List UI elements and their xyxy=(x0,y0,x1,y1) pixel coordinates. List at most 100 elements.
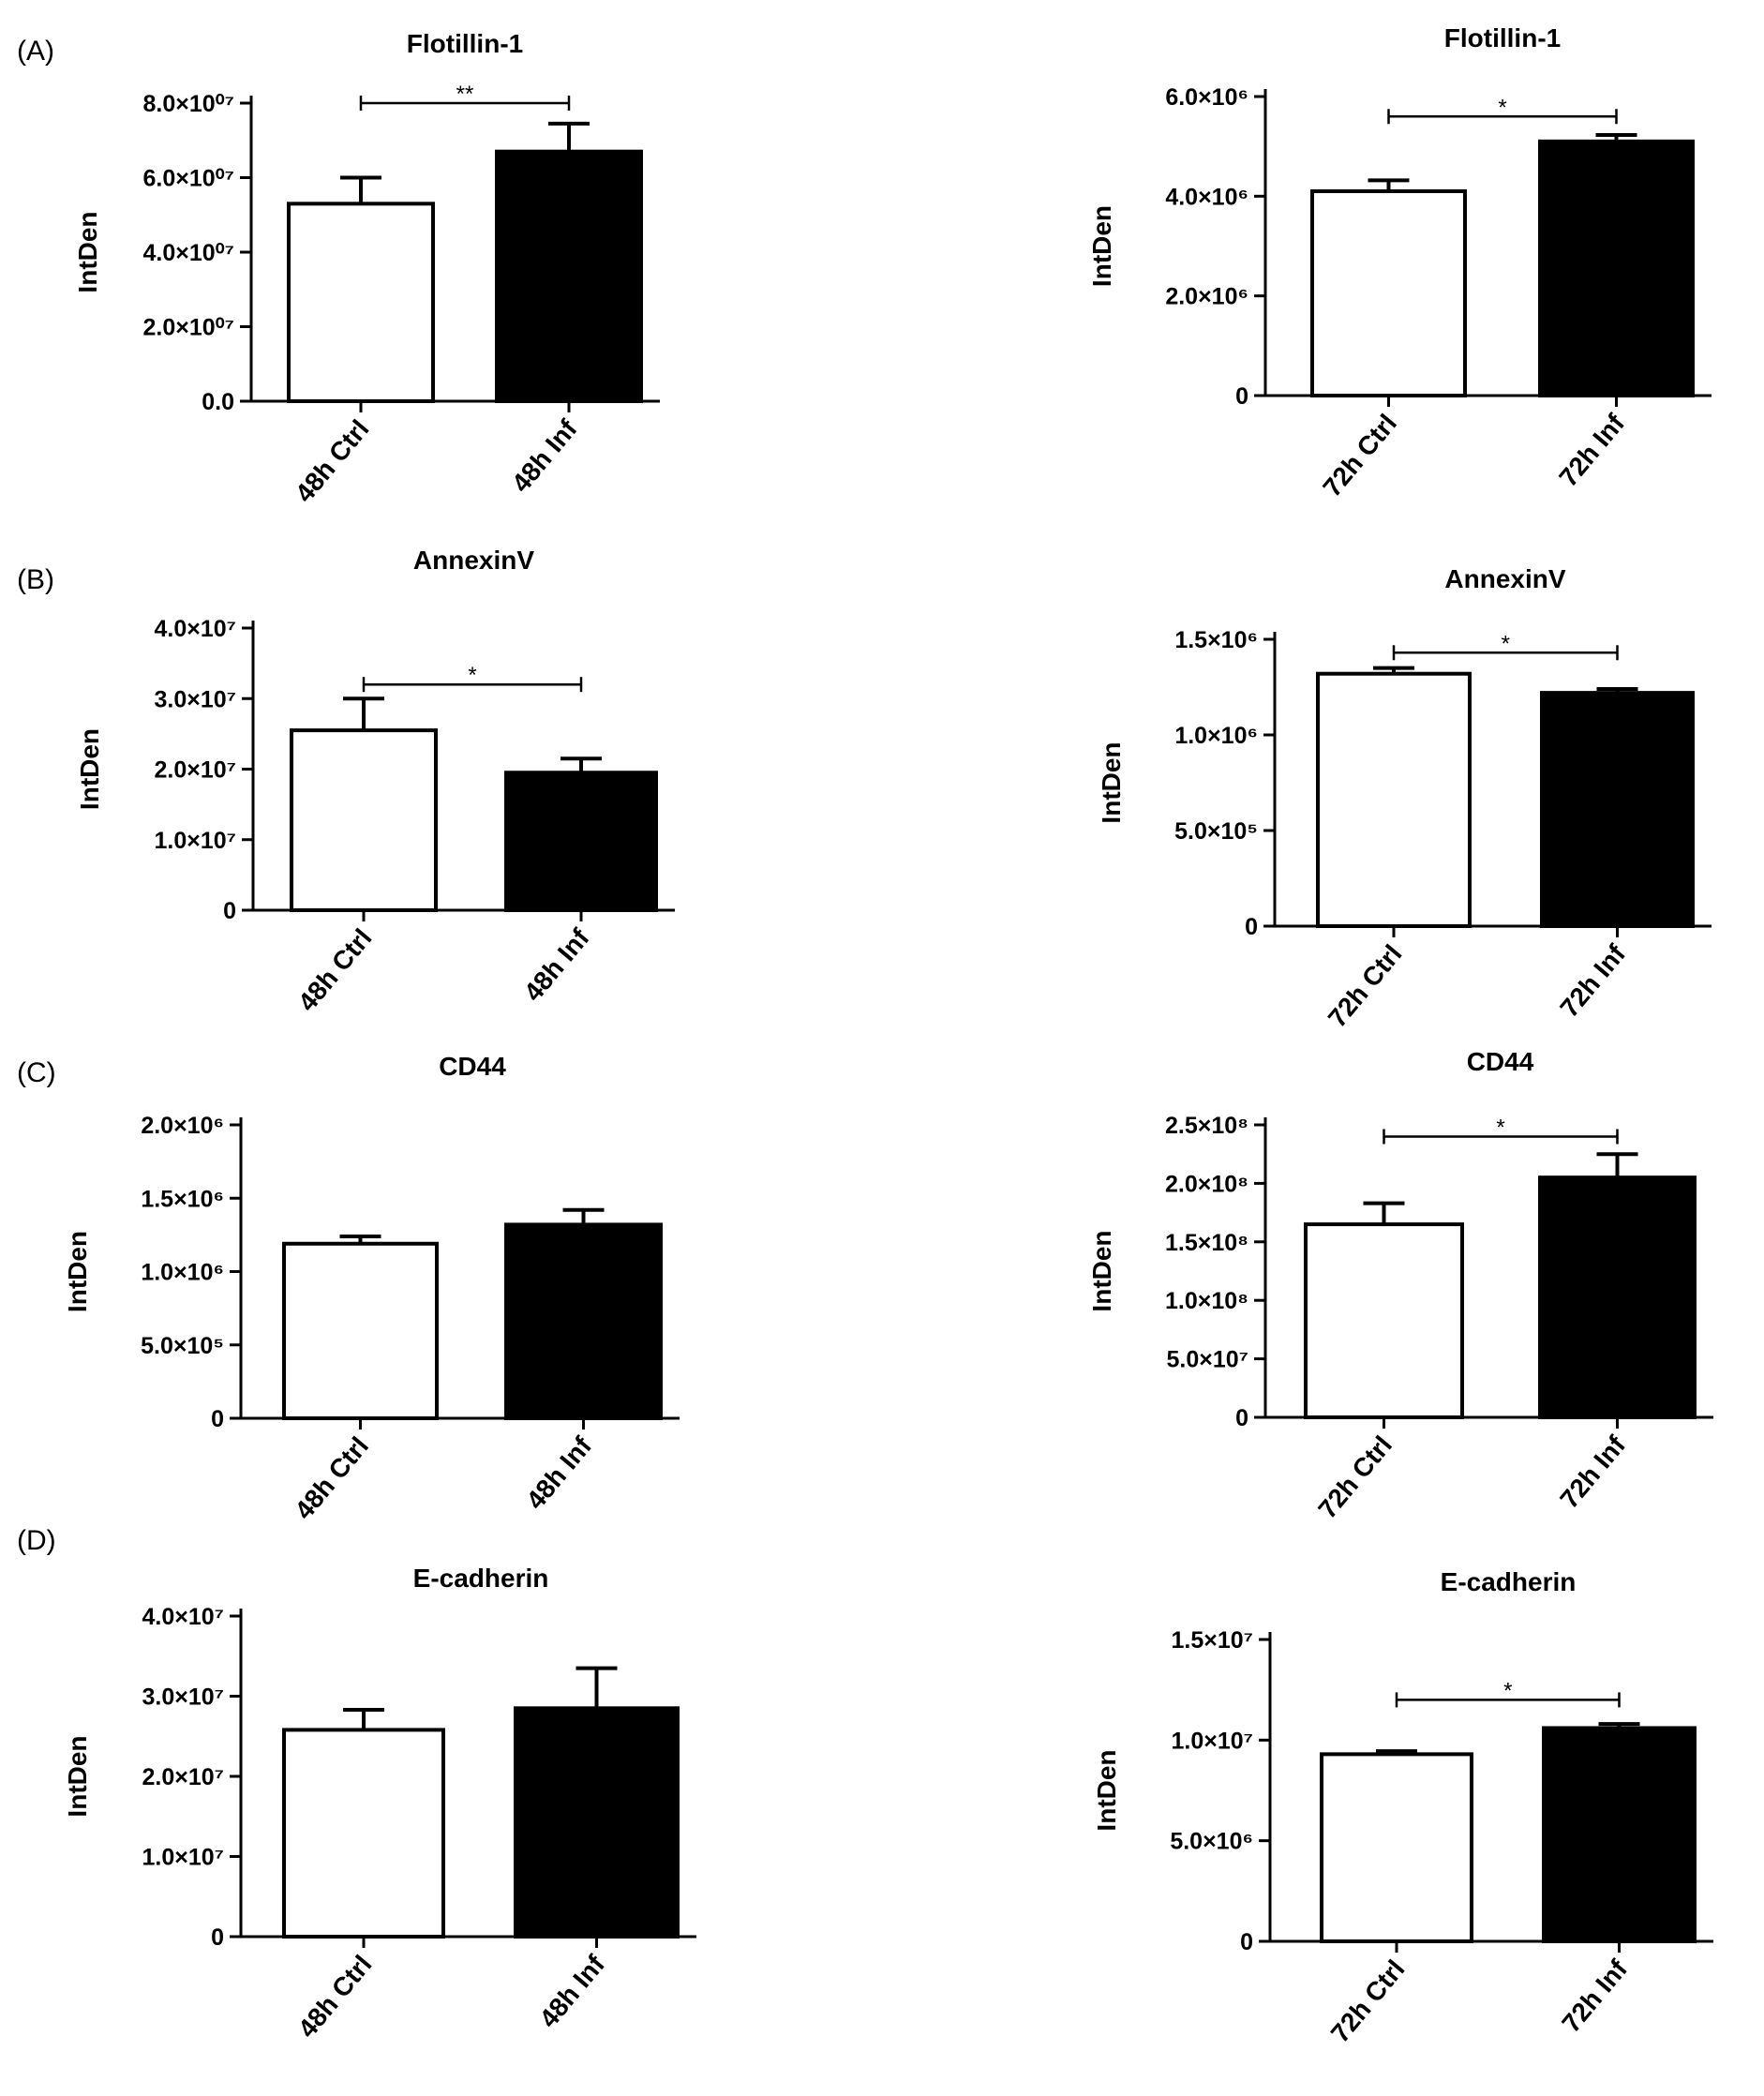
y-tick-label: 5.0×10⁶ xyxy=(1170,1829,1253,1855)
bar-48h-inf xyxy=(504,771,658,913)
y-tick-label: 4.0×10⁰⁷ xyxy=(143,240,235,266)
y-tick-label: 1.0×10⁶ xyxy=(1174,723,1258,749)
panel-label-b: (B) xyxy=(17,564,54,595)
y-axis-label: IntDen xyxy=(75,728,104,810)
bar-72h-ctrl xyxy=(1304,1222,1464,1419)
x-tick-label: 48h Ctrl xyxy=(292,1950,378,2044)
bar-72h-inf xyxy=(1542,1726,1697,1944)
chart-title: AnnexinV xyxy=(413,546,534,575)
y-tick-label: 0.0 xyxy=(202,389,234,415)
charts-container: Flotillin-1 IntDen 0.0 2.0×10⁰⁷ 4.0×10⁰⁷ 6.0×… xyxy=(63,23,1713,2048)
y-tick-label: 0 xyxy=(1240,1929,1253,1955)
y-tick-label: 0 xyxy=(1245,914,1258,940)
significance-label: * xyxy=(1502,631,1510,656)
y-tick-label: 1.5×10⁸ xyxy=(1165,1230,1248,1256)
significance-label: * xyxy=(468,663,476,688)
x-tick-label: 48h Ctrl xyxy=(292,923,378,1017)
bar-48h-ctrl xyxy=(282,1728,445,1939)
x-tick-label: 72h Inf xyxy=(1553,408,1630,492)
y-tick-label: 1.5×10⁶ xyxy=(141,1186,224,1212)
y-axis-label: IntDen xyxy=(73,211,102,292)
x-tick-label: 72h Inf xyxy=(1556,1954,1633,2038)
y-axis-label: IntDen xyxy=(1092,1749,1121,1831)
chart-title: AnnexinV xyxy=(1444,564,1565,593)
x-tick-label: 48h Ctrl xyxy=(289,1431,374,1525)
y-tick-label: 1.5×10⁶ xyxy=(1174,627,1258,653)
bar-48h-ctrl xyxy=(290,728,438,912)
x-tick-label: 72h Ctrl xyxy=(1312,1430,1398,1524)
chart-title: CD44 xyxy=(1467,1047,1534,1076)
bar-48h-inf xyxy=(495,149,643,404)
y-tick-label: 0 xyxy=(1235,383,1248,410)
significance-label: * xyxy=(1498,95,1506,120)
x-tick-label: 72h Inf xyxy=(1554,938,1631,1023)
chart-5: CD44 IntDen 0 5.0×10⁵ 1.0×10⁶ 1.5×10⁶ 2.0×10⁶ 4… xyxy=(63,1052,680,1525)
y-tick-label: 2.5×10⁸ xyxy=(1165,1113,1248,1139)
x-tick-label: 48h Inf xyxy=(533,1949,610,2033)
y-tick-label: 2.0×10⁶ xyxy=(1165,284,1248,310)
chart-4: AnnexinV IntDen 0 5.0×10⁵ 1.0×10⁶ 1.5×10⁶ 72h … xyxy=(1097,564,1712,1033)
y-tick-label: 3.0×10⁷ xyxy=(142,1684,224,1711)
chart-1: Flotillin-1 IntDen 0.0 2.0×10⁰⁷ 4.0×10⁰⁷ 6.0×… xyxy=(73,29,660,508)
y-tick-label: 2.0×10⁶ xyxy=(141,1113,224,1139)
chart-title: Flotillin-1 xyxy=(407,29,523,58)
y-tick-label: 5.0×10⁵ xyxy=(141,1333,224,1359)
panel-label-a: (A) xyxy=(17,36,54,67)
y-tick-label: 6.0×10⁰⁷ xyxy=(143,166,235,192)
bar-48h-inf xyxy=(504,1222,663,1421)
panel-label-d: (D) xyxy=(17,1525,56,1556)
y-tick-label: 4.0×10⁷ xyxy=(142,1604,224,1630)
chart-title: E-cadherin xyxy=(413,1564,549,1593)
x-tick-label: 48h Inf xyxy=(518,922,595,1007)
x-tick-label: 72h Ctrl xyxy=(1317,409,1402,502)
significance-label: * xyxy=(1496,1115,1504,1140)
y-tick-label: 0 xyxy=(1235,1405,1248,1431)
bar-48h-ctrl xyxy=(287,202,435,403)
x-tick-label: 72h Inf xyxy=(1554,1430,1631,1514)
y-tick-label: 8.0×10⁰⁷ xyxy=(143,91,235,117)
y-axis-label: IntDen xyxy=(1097,741,1126,823)
bar-72h-inf xyxy=(1540,691,1695,928)
y-axis-label: IntDen xyxy=(1087,1230,1116,1311)
chart-6: CD44 IntDen 0 5.0×10⁷ 1.0×10⁸ 1.5×10⁸ 2.0×10⁸ 2… xyxy=(1087,1047,1713,1524)
y-tick-label: 6.0×10⁶ xyxy=(1165,84,1248,111)
x-tick-label: 72h Ctrl xyxy=(1323,939,1408,1033)
x-tick-label: 48h Inf xyxy=(520,1430,597,1515)
bar-48h-ctrl xyxy=(282,1241,439,1421)
y-axis-label: IntDen xyxy=(63,1231,92,1312)
y-tick-label: 0 xyxy=(211,1406,224,1432)
bar-72h-ctrl xyxy=(1310,189,1467,397)
y-tick-label: 2.0×10⁰⁷ xyxy=(143,315,235,341)
y-axis-label: IntDen xyxy=(1087,205,1116,287)
chart-title: CD44 xyxy=(439,1052,506,1081)
y-tick-label: 0 xyxy=(211,1924,224,1951)
y-tick-label: 5.0×10⁷ xyxy=(1167,1347,1248,1373)
y-tick-label: 5.0×10⁵ xyxy=(1174,818,1258,845)
significance-label: * xyxy=(1503,1678,1512,1703)
chart-3: AnnexinV IntDen 0 1.0×10⁷ 2.0×10⁷ 3.0×10⁷ 4.0×… xyxy=(75,546,675,1017)
x-tick-label: 48h Inf xyxy=(506,413,583,498)
y-tick-label: 1.5×10⁷ xyxy=(1172,1627,1253,1654)
chart-8: E-cadherin IntDen 0 5.0×10⁶ 1.0×10⁷ 1.5×10⁷ 72… xyxy=(1092,1567,1713,2048)
panel-label-c: (C) xyxy=(17,1057,56,1088)
y-tick-label: 2.0×10⁷ xyxy=(142,1764,224,1790)
y-tick-label: 4.0×10⁷ xyxy=(155,616,236,642)
y-tick-label: 1.0×10⁷ xyxy=(142,1845,224,1871)
bar-72h-inf xyxy=(1538,1175,1697,1420)
y-axis-label: IntDen xyxy=(63,1735,92,1817)
bar-72h-inf xyxy=(1538,139,1695,397)
y-tick-label: 2.0×10⁷ xyxy=(155,757,236,784)
y-tick-label: 1.0×10⁷ xyxy=(1172,1728,1253,1754)
bar-72h-ctrl xyxy=(1320,1752,1473,1943)
chart-7: E-cadherin IntDen 0 1.0×10⁷ 2.0×10⁷ 3.0×10⁷ 4.… xyxy=(63,1564,696,2044)
bar-48h-inf xyxy=(514,1706,680,1939)
significance-label: ** xyxy=(456,82,474,107)
y-tick-label: 0 xyxy=(223,898,236,924)
y-tick-label: 4.0×10⁶ xyxy=(1165,184,1248,210)
y-tick-label: 2.0×10⁸ xyxy=(1165,1171,1248,1197)
chart-title: Flotillin-1 xyxy=(1444,23,1561,52)
bar-72h-ctrl xyxy=(1316,671,1472,928)
y-tick-label: 1.0×10⁸ xyxy=(1165,1288,1248,1314)
x-tick-label: 48h Ctrl xyxy=(290,414,375,508)
